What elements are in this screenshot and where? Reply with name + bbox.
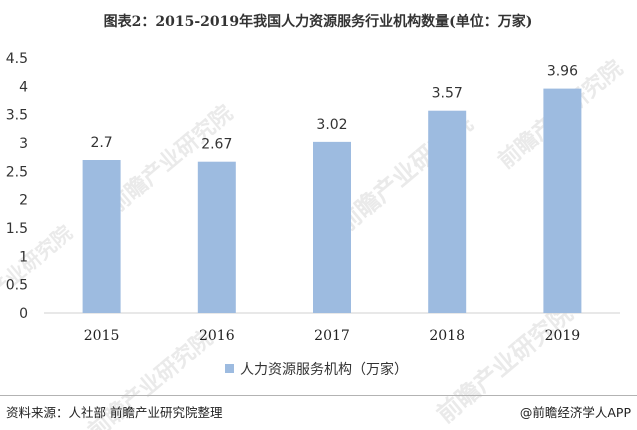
data-label: 3.02 [316, 117, 347, 133]
data-label: 2.7 [90, 135, 112, 151]
x-tick-label: 2018 [429, 328, 465, 344]
data-labels: 2.7 2.67 3.02 3.57 3.96 [90, 64, 578, 153]
data-label: 3.57 [432, 86, 463, 102]
y-tick-label: 0.5 [6, 278, 28, 294]
x-tick-label: 2015 [84, 328, 120, 344]
bar-series [82, 88, 582, 313]
x-tick-label: 2019 [545, 328, 581, 344]
y-tick-label: 0 [19, 306, 28, 322]
data-label: 2.67 [201, 137, 232, 153]
x-tick-label: 2016 [199, 328, 235, 344]
legend: 人力资源服务机构（万家） [225, 361, 408, 378]
chart-title: 图表2：2015-2019年我国人力资源服务行业机构数量(单位：万家) [104, 13, 533, 30]
x-tick-label: 2017 [314, 328, 350, 344]
legend-label: 人力资源服务机构（万家） [240, 361, 408, 378]
y-tick-label: 4 [19, 79, 28, 95]
bar [428, 110, 467, 313]
legend-swatch [225, 364, 234, 373]
x-axis-ticks: 2015 2016 2017 2018 2019 [84, 328, 580, 344]
y-tick-label: 3.5 [6, 108, 28, 124]
y-tick-label: 4.5 [6, 51, 28, 67]
brand-credit: @前瞻经济学人APP [520, 405, 632, 420]
y-tick-label: 3 [19, 136, 28, 152]
y-axis-ticks: 0 0.5 1 1.5 2 2.5 3 3.5 4 4.5 [6, 51, 28, 322]
y-tick-label: 1.5 [6, 221, 28, 237]
y-tick-label: 2.5 [6, 164, 28, 180]
y-tick-label: 2 [19, 193, 28, 209]
bar [543, 88, 582, 313]
source-note: 资料来源：人社部 前瞻产业研究院整理 [6, 405, 223, 420]
bar [197, 161, 236, 313]
bar [82, 160, 121, 313]
bar [313, 141, 351, 313]
data-label: 3.96 [547, 64, 578, 80]
y-tick-label: 1 [19, 249, 28, 265]
